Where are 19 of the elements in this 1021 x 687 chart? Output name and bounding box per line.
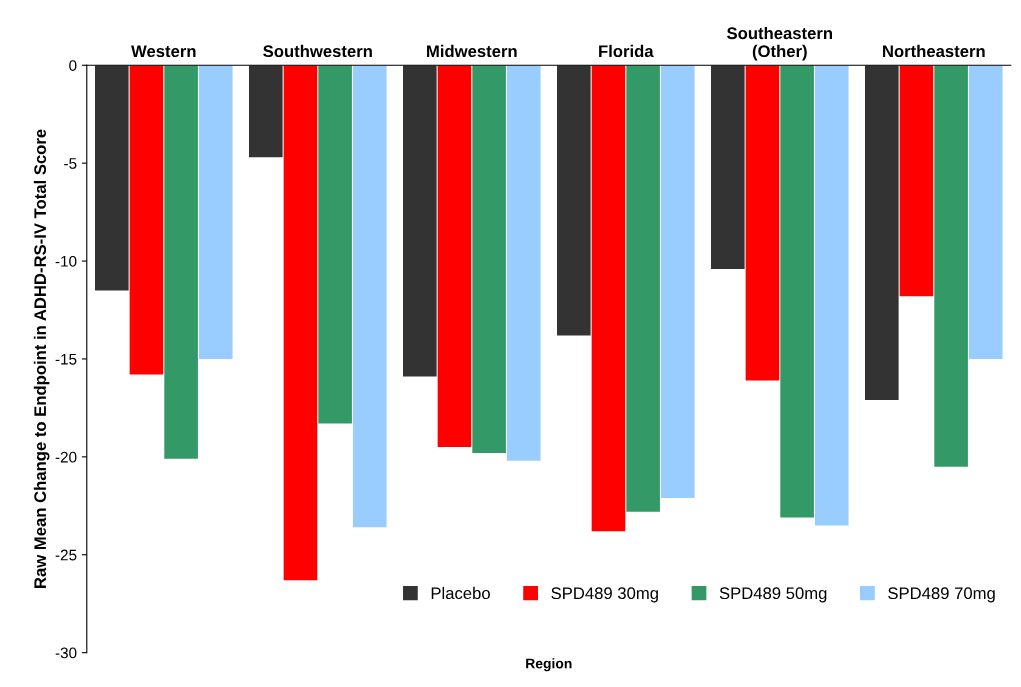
legend-label: Placebo — [431, 586, 490, 600]
x-axis-title: Region — [526, 658, 572, 672]
legend-label: SPD489 70mg — [888, 587, 995, 603]
x-tick-label: Southeastern (Other) — [727, 26, 833, 61]
y-tick-label: -5 — [64, 158, 77, 169]
x-tick-label: Western — [131, 45, 196, 58]
x-tick-label: Florida — [599, 44, 654, 58]
legend-label: SPD489 30mg — [551, 587, 658, 603]
y-tick-label: -10 — [55, 255, 77, 267]
y-tick-label: -15 — [55, 353, 77, 365]
legend-label: SPD489 50mg — [719, 587, 827, 603]
x-tick-label: Northeastern — [883, 44, 985, 58]
y-tick-label: -30 — [55, 647, 77, 659]
y-tick-label: -25 — [55, 549, 77, 561]
y-axis-title: Raw Mean Change to Endpoint in ADHD-RS-IV Total Score — [33, 129, 50, 588]
y-tick-label: -20 — [55, 451, 77, 463]
y-tick-label: 0 — [69, 60, 77, 71]
x-tick-label: Midwestern — [427, 44, 517, 58]
x-tick-label: Southwestern — [263, 44, 372, 58]
